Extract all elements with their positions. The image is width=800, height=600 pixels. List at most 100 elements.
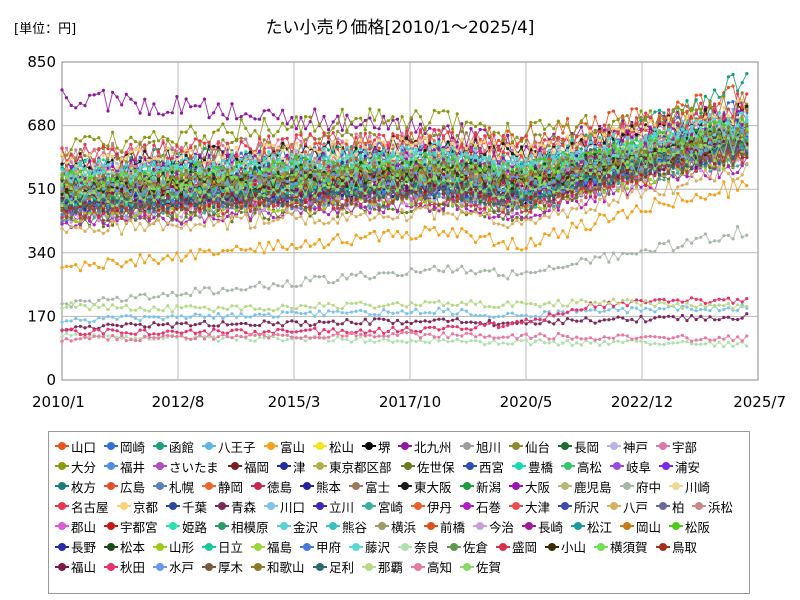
data-point — [327, 128, 331, 132]
data-point — [579, 147, 583, 151]
data-point — [225, 248, 229, 253]
data-point — [524, 246, 528, 250]
data-point — [345, 241, 349, 245]
data-point — [543, 132, 547, 136]
data-point — [561, 131, 565, 135]
data-point — [175, 95, 179, 99]
data-point — [611, 119, 616, 123]
data-point — [621, 114, 625, 118]
data-point — [699, 115, 703, 119]
data-point — [276, 239, 280, 243]
data-point — [248, 114, 252, 118]
data-point — [101, 266, 105, 270]
data-point — [520, 160, 524, 164]
data-point — [501, 142, 505, 146]
data-point — [538, 242, 542, 246]
data-point — [340, 139, 344, 143]
data-point — [97, 265, 101, 270]
data-point — [409, 209, 413, 214]
data-point — [69, 160, 73, 164]
data-point — [368, 131, 372, 135]
data-point — [336, 233, 340, 237]
data-point — [497, 131, 501, 135]
data-point — [336, 215, 340, 219]
data-point — [570, 221, 574, 225]
data-point — [124, 92, 128, 96]
data-point — [216, 148, 220, 152]
data-point — [83, 104, 87, 108]
data-point — [152, 102, 156, 106]
data-point — [170, 146, 174, 150]
data-point — [156, 261, 161, 266]
data-point — [156, 139, 161, 143]
data-point — [60, 266, 64, 270]
data-point — [588, 228, 593, 232]
data-point — [533, 244, 538, 248]
data-point — [69, 264, 73, 269]
data-point — [115, 162, 119, 166]
data-point — [156, 112, 161, 116]
data-point — [501, 217, 505, 221]
data-point — [547, 123, 551, 127]
data-point — [474, 124, 478, 129]
data-point — [492, 243, 496, 248]
data-point — [441, 136, 446, 140]
data-point — [506, 247, 510, 251]
data-point — [451, 136, 455, 140]
data-point — [611, 217, 616, 221]
data-point — [395, 133, 400, 138]
data-point — [189, 163, 193, 168]
data-point — [239, 136, 243, 140]
data-point — [143, 97, 147, 101]
data-point — [161, 135, 165, 139]
data-point — [409, 116, 413, 120]
data-point — [304, 115, 308, 119]
data-point — [584, 122, 588, 126]
data-point — [625, 216, 629, 220]
data-point — [676, 105, 680, 109]
data-point — [313, 129, 317, 133]
data-point — [92, 138, 96, 142]
data-point — [464, 120, 468, 124]
chart-title: たい小売り価格[2010/1～2025/4] — [266, 18, 535, 38]
data-point — [166, 110, 170, 114]
data-point — [639, 209, 643, 214]
data-point — [179, 130, 184, 134]
data-point — [446, 234, 450, 238]
data-point — [354, 126, 358, 130]
data-point — [510, 140, 514, 144]
data-point — [400, 115, 404, 119]
data-point — [216, 252, 220, 256]
data-point — [372, 118, 377, 122]
data-point — [267, 240, 271, 244]
data-point — [653, 110, 657, 114]
data-point — [129, 258, 133, 262]
data-point — [478, 121, 482, 126]
series-富山 — [60, 178, 749, 273]
data-point — [510, 133, 514, 137]
data-point — [497, 138, 501, 143]
data-point — [129, 97, 133, 101]
data-point — [340, 241, 344, 245]
data-point — [138, 253, 142, 257]
data-point — [202, 250, 207, 254]
data-point — [179, 111, 184, 115]
data-point — [372, 207, 377, 211]
data-point — [202, 147, 207, 151]
data-point — [202, 97, 207, 101]
data-point — [570, 135, 574, 139]
data-point — [170, 258, 174, 262]
data-point — [487, 141, 491, 145]
data-point — [602, 128, 606, 132]
data-point — [198, 247, 202, 252]
data-point — [88, 93, 92, 97]
data-point — [101, 151, 105, 155]
data-point — [133, 140, 138, 144]
data-point — [547, 233, 551, 237]
data-point — [317, 137, 321, 141]
data-point — [469, 121, 473, 125]
data-point — [124, 139, 128, 143]
data-point — [327, 140, 331, 144]
data-point — [524, 138, 528, 142]
data-point — [726, 195, 731, 199]
